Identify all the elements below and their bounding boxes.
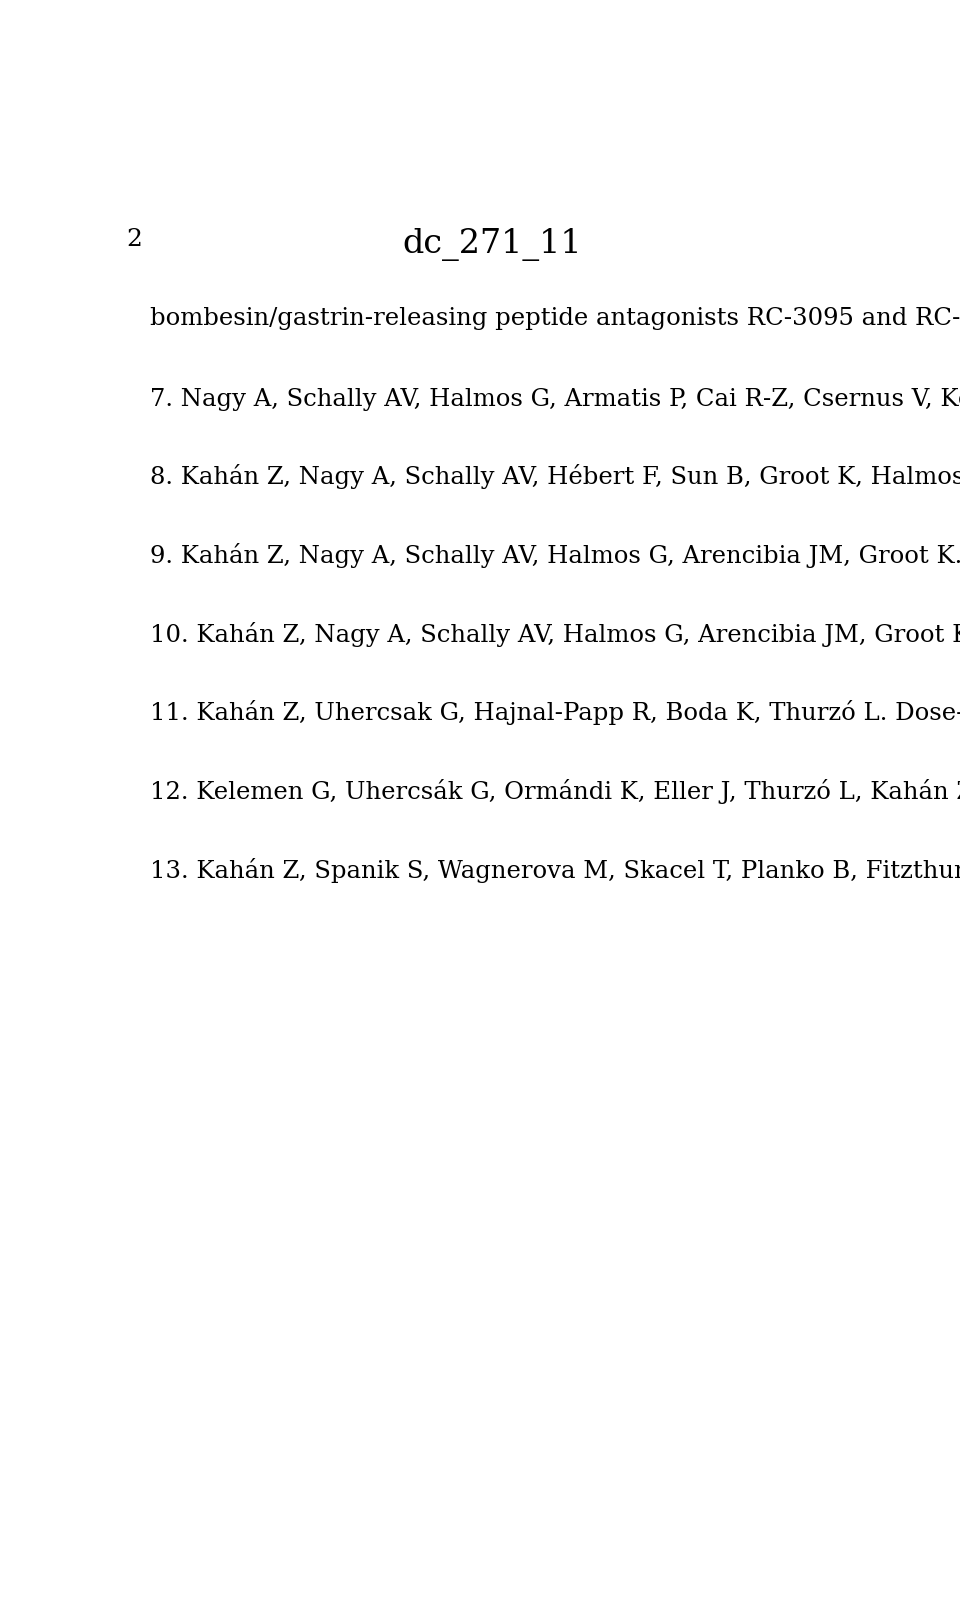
Text: 12. Kelemen G, Uhercsák G, Ormándi K, Eller J, Thurzó L, Kahán Z. Long-term effi: 12. Kelemen G, Uhercsák G, Ormándi K, El… bbox=[150, 779, 960, 804]
Text: 10. Kahán Z, Nagy A, Schally AV, Halmos G, Arencibia JM, Groot K. Complete regre: 10. Kahán Z, Nagy A, Schally AV, Halmos … bbox=[150, 621, 960, 647]
Text: 2: 2 bbox=[126, 228, 142, 251]
Text: 13. Kahán Z, Spanik S, Wagnerova M, Skacel T, Planko B, Fitzthum E, Lindner E, S: 13. Kahán Z, Spanik S, Wagnerova M, Skac… bbox=[150, 858, 960, 883]
Text: bombesin/gastrin-releasing peptide antagonists RC-3095 and RC-3940-II. Cancer 20: bombesin/gastrin-releasing peptide antag… bbox=[150, 307, 960, 330]
Text: 9. Kahán Z, Nagy A, Schally AV, Halmos G, Arencibia JM, Groot K. Administration : 9. Kahán Z, Nagy A, Schally AV, Halmos G… bbox=[150, 542, 960, 568]
Text: 8. Kahán Z, Nagy A, Schally AV, Hébert F, Sun B, Groot K, Halmos G. Inhibition o: 8. Kahán Z, Nagy A, Schally AV, Hébert F… bbox=[150, 465, 960, 489]
Text: dc_271_11: dc_271_11 bbox=[402, 228, 582, 261]
Text: 7. Nagy A, Schally AV, Halmos G, Armatis P, Cai R-Z, Csernus V, Kovács M, Koppán: 7. Nagy A, Schally AV, Halmos G, Armatis… bbox=[150, 386, 960, 410]
Text: 11. Kahán Z, Uhercsak G, Hajnal-Papp R, Boda K, Thurzó L. Dose-dense sequential : 11. Kahán Z, Uhercsak G, Hajnal-Papp R, … bbox=[150, 700, 960, 726]
